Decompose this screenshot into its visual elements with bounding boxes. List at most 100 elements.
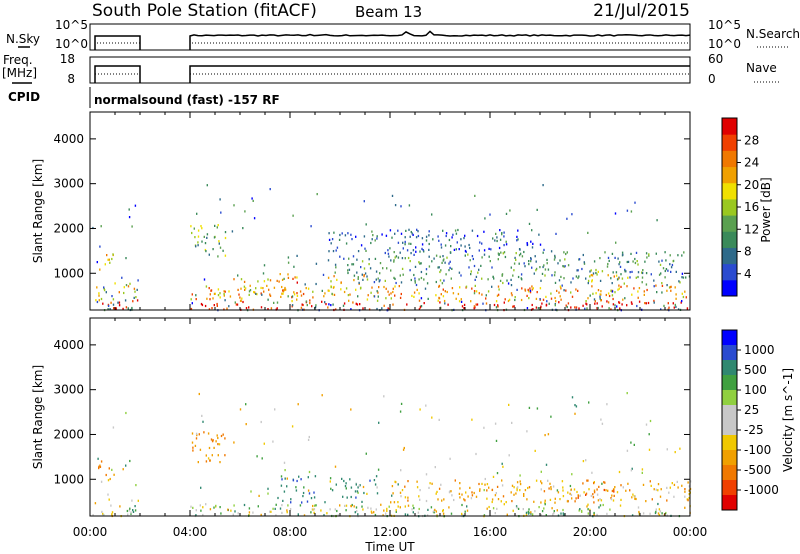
scatter-cell [644,302,646,305]
scatter-cell [119,505,121,508]
scatter-cell [239,408,242,411]
freq-panel: Freq. [MHz] 18 8 60 0 Nave [2,52,780,86]
scatter-cell [416,486,419,489]
scatter-cell [404,236,406,239]
scatter-cell [99,245,101,248]
scatter-cell [566,500,569,503]
scatter-cell [98,299,100,302]
scatter-cell [682,295,685,299]
scatter-cell [514,298,516,302]
scatter-cell [597,289,600,292]
scatter-cell [513,493,515,496]
scatter-cell [448,491,451,494]
scatter-cell [525,513,528,516]
scatter-cell [653,299,655,302]
scatter-cell [669,286,672,289]
scatter-cell [688,496,690,500]
scatter-cell [473,290,476,293]
scatter-cell [201,227,203,230]
scatter-cell [379,262,382,265]
scatter-cell [363,267,366,270]
scatter-cell [309,299,311,302]
scatter-cell [627,260,630,263]
scatter-cell [585,302,587,305]
scatter-cell [516,489,518,492]
scatter-cell [216,434,218,437]
scatter-cell [269,510,271,513]
scatter-cell [394,277,396,280]
scatter-cell [112,253,114,256]
scatter-cell [464,249,467,253]
scatter-cell [257,505,259,508]
scatter-cell [101,510,103,513]
scatter-cell [601,422,604,425]
y-tick-label: 1000 [53,472,84,486]
scatter-cell [330,280,332,283]
scatter-cell [420,270,423,274]
scatter-cell [493,303,496,307]
scatter-cell [324,501,326,504]
scatter-cell [540,514,542,517]
scatter-cell [322,273,325,276]
scatter-cell [535,267,538,270]
scatter-cell [334,508,336,511]
scatter-cell [324,292,326,295]
scatter-cell [478,482,480,486]
scatter-cell [617,257,619,260]
scatter-cell [526,498,528,501]
scatter-cell [570,493,573,496]
scatter-cell [379,272,381,275]
scatter-cell [334,465,337,468]
scatter-cell [281,292,283,295]
scatter-cell [624,297,626,300]
colorbar-swatch [722,420,737,436]
scatter-cell [495,439,498,442]
nsky-panel: N.Sky 10^5 10^0 10^5 10^0 N.Search [6,18,800,51]
scatter-cell [511,421,513,424]
scatter-cell [238,293,240,296]
scatter-cell [496,472,499,475]
scatter-cell [687,481,689,484]
scatter-cell [631,302,633,305]
scatter-cell [684,488,686,491]
scatter-cell [107,479,110,482]
scatter-cell [641,281,643,284]
scatter-cell [662,267,665,270]
scatter-cell [575,405,578,408]
scatter-cell [224,236,227,240]
scatter-cell [649,512,651,515]
x-tick-label: 12:00 [373,525,408,539]
scatter-cell [269,294,272,297]
scatter-cell [335,249,337,252]
scatter-cell [341,232,343,235]
scatter-cell [626,304,628,307]
scatter-cell [661,284,664,287]
scatter-cell [483,249,486,252]
scatter-cell [393,260,395,263]
scatter-cell [97,457,99,460]
scatter-cell [269,188,271,191]
scatter-cell [376,299,379,302]
freq-tick-top: 18 [60,52,75,66]
station-title: South Pole Station (fitACF) [92,1,317,21]
scatter-cell [642,269,644,272]
scatter-cell [413,291,416,294]
scatter-cell [617,288,619,291]
scatter-cell [592,272,595,275]
scatter-cell [267,492,269,495]
scatter-cell [126,509,129,513]
scatter-cell [276,301,279,304]
scatter-cell [438,239,440,242]
scatter-cell [574,306,576,309]
scatter-cell [397,483,399,486]
scatter-cell [345,509,347,512]
scatter-cell [681,292,683,295]
scatter-cell [357,513,359,516]
scatter-cell [348,299,350,302]
scatter-cell [630,252,632,255]
scatter-cell [599,297,601,300]
scatter-cell [408,228,410,231]
scatter-cell [670,270,672,273]
scatter-cell [293,293,296,296]
scatter-cell [308,470,311,474]
